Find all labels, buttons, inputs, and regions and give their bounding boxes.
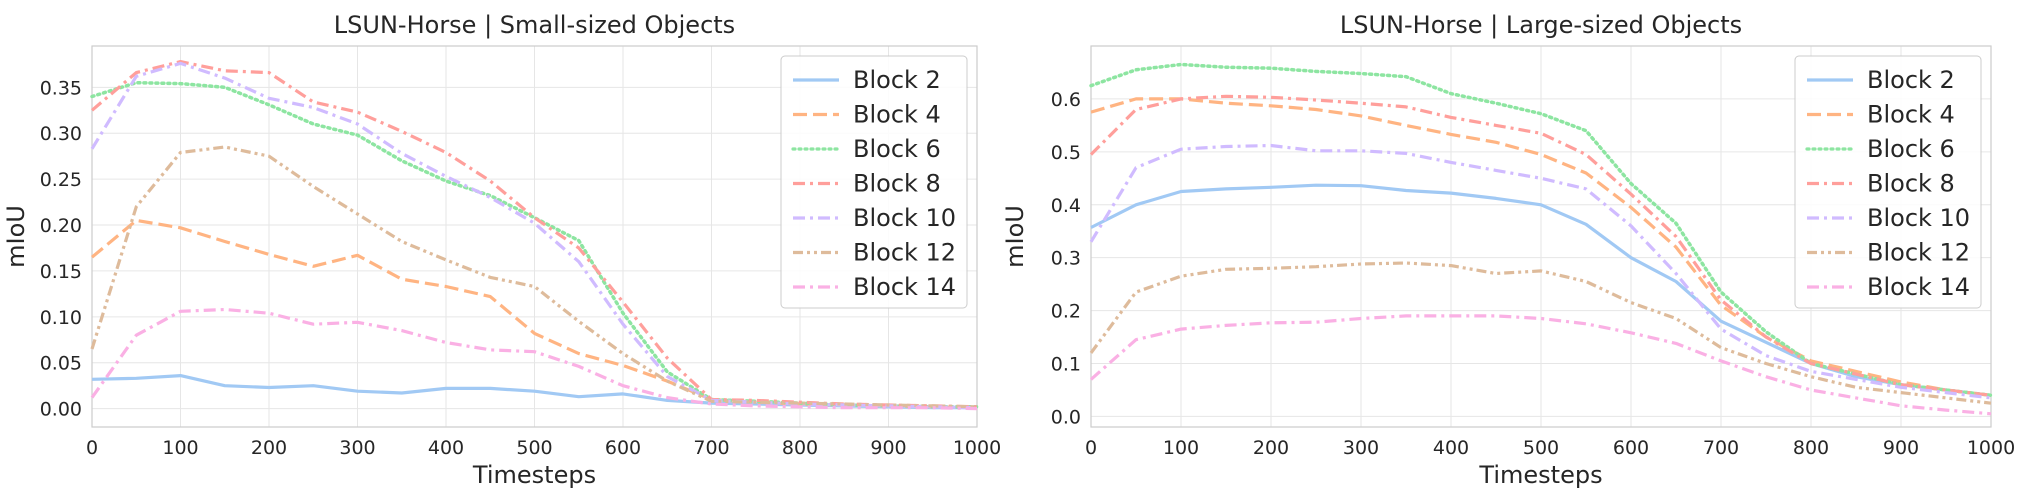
y-tick-label: 0.3 — [1051, 248, 1081, 270]
legend-label: Block 2 — [1867, 66, 1955, 94]
legend-label: Block 14 — [1867, 273, 1970, 301]
y-tick-label: 0.35 — [40, 77, 82, 99]
legend-box — [780, 55, 968, 309]
y-tick-label: 0.30 — [40, 123, 82, 145]
legend-box — [1794, 55, 1982, 309]
legend-label: Block 6 — [1867, 135, 1955, 163]
y-tick-label: 0.4 — [1051, 195, 1081, 217]
series-line-block-14 — [90, 307, 978, 411]
series-line-block-4 — [1090, 97, 1992, 397]
legend-label: Block 10 — [853, 204, 956, 232]
x-axis-label: Timesteps — [472, 461, 596, 489]
legend-label: Block 2 — [853, 66, 941, 94]
y-tick-label: 0.00 — [40, 399, 82, 421]
y-tick-label: 0.15 — [40, 261, 82, 283]
series-line-block-14 — [1089, 314, 1992, 416]
x-tick-label: 800 — [782, 437, 818, 459]
legend-label: Block 4 — [853, 101, 941, 129]
chart-title: LSUN-Horse | Small-sized Objects — [334, 11, 735, 39]
legend-label: Block 8 — [853, 170, 941, 198]
legend-label: Block 8 — [1867, 170, 1955, 198]
x-tick-label: 600 — [605, 437, 641, 459]
legend-label: Block 4 — [1867, 101, 1955, 129]
series-lines — [90, 59, 979, 411]
legend: Block 2 Block 4 Block 6 Block 8 Block 10 Bloc… — [780, 55, 968, 309]
x-tick-label: 400 — [428, 437, 464, 459]
chart-panel-2: 0 100 200 300 400 500 600 700 800 900 1000 0.0 0.1 0.… — [1001, 11, 2015, 489]
y-axis-label: mIoU — [2, 205, 30, 268]
x-tick-label: 1000 — [953, 437, 1001, 459]
x-tick-label: 700 — [693, 437, 729, 459]
y-tick-label: 0.10 — [40, 307, 82, 329]
legend: Block 2 Block 4 Block 6 Block 8 Block 10 Bloc… — [1794, 55, 1982, 309]
x-tick-label: 800 — [1793, 437, 1829, 459]
x-tick-label: 300 — [1343, 437, 1379, 459]
series-line-block-6 — [1089, 62, 1993, 398]
legend-label: Block 12 — [853, 239, 956, 267]
legend-label: Block 10 — [1867, 204, 1970, 232]
y-tick-label: 0.1 — [1051, 354, 1081, 376]
x-tick-label: 0 — [1085, 437, 1097, 459]
plot-frame — [1090, 45, 1992, 428]
x-axis-label: Timesteps — [1478, 461, 1602, 489]
y-tick-label: 0.20 — [40, 215, 82, 237]
plot-frame — [91, 45, 978, 428]
series-lines — [1089, 62, 1993, 416]
y-tick-label: 0.05 — [40, 353, 82, 375]
y-tick-label: 0.5 — [1051, 142, 1081, 164]
x-tick-label: 600 — [1613, 437, 1649, 459]
y-tick-label: 0.2 — [1051, 301, 1081, 323]
chart-panel-1: 0 100 200 300 400 500 600 700 800 900 1000 0.00 0.05… — [2, 11, 1001, 489]
series-line-block-12 — [1089, 261, 1992, 405]
legend-label: Block 6 — [853, 135, 941, 163]
x-tick-label: 200 — [1253, 437, 1289, 459]
legend-label: Block 12 — [1867, 239, 1970, 267]
x-tick-label: 500 — [1523, 437, 1559, 459]
y-axis-label: mIoU — [1001, 205, 1029, 268]
y-tick-label: 0.0 — [1051, 406, 1081, 428]
x-tick-label: 1000 — [1967, 437, 2015, 459]
x-tick-label: 500 — [516, 437, 552, 459]
y-tick-label: 0.6 — [1051, 89, 1081, 111]
x-tick-label: 100 — [1163, 437, 1199, 459]
x-tick-label: 900 — [870, 437, 906, 459]
x-tick-label: 700 — [1703, 437, 1739, 459]
x-tick-label: 300 — [339, 437, 375, 459]
x-tick-label: 900 — [1883, 437, 1919, 459]
x-tick-label: 100 — [162, 437, 198, 459]
y-tick-label: 0.25 — [40, 169, 82, 191]
x-tick-label: 200 — [251, 437, 287, 459]
chart-title: LSUN-Horse | Large-sized Objects — [1340, 11, 1742, 39]
legend-label: Block 14 — [853, 273, 956, 301]
x-tick-label: 0 — [86, 437, 98, 459]
series-line-block-8 — [1089, 94, 1992, 397]
series-line-block-10 — [90, 61, 978, 410]
x-tick-label: 400 — [1433, 437, 1469, 459]
